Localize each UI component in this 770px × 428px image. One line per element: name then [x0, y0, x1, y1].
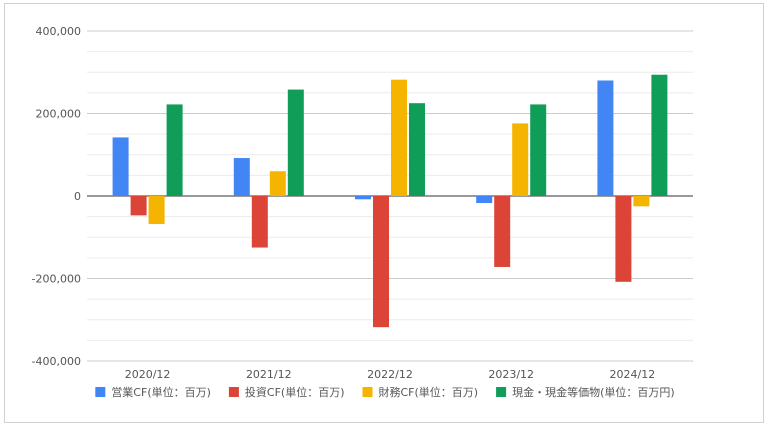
bar-3-2020-12[interactable]: [148, 196, 165, 225]
legend-swatch-3: [362, 387, 373, 397]
y-tick-label: 400,000: [36, 25, 82, 38]
chart-frame: 400,000 200,000 0 -200,000 -400,000 2020/12 20…: [4, 3, 764, 423]
bar-1-2023-12[interactable]: [476, 196, 493, 204]
bar-2-2021-12[interactable]: [251, 196, 268, 248]
x-tick-label: 2023/12: [488, 368, 534, 381]
bar-3-2021-12[interactable]: [269, 171, 286, 196]
legend-label-1[interactable]: 営業CF(単位：百万): [111, 385, 211, 399]
x-tick-label: 2022/12: [367, 368, 413, 381]
bar-layer: [112, 74, 668, 328]
x-tick-label: 2024/12: [610, 368, 656, 381]
x-tick-label: 2021/12: [246, 368, 292, 381]
legend: 営業CF(単位：百万) 投資CF(単位：百万) 財務CF(単位：百万) 現金・現金等価…: [95, 385, 675, 399]
y-tick-label: 200,000: [36, 108, 82, 121]
bar-2-2024-12[interactable]: [615, 196, 632, 282]
bar-4-2021-12[interactable]: [287, 89, 304, 196]
bar-2-2023-12[interactable]: [494, 196, 511, 267]
y-tick-label: 0: [74, 190, 81, 203]
legend-swatch-2: [228, 387, 239, 397]
cash-flow-bar-chart: 400,000 200,000 0 -200,000 -400,000 2020/12 20…: [32, 25, 693, 399]
bar-2-2020-12[interactable]: [130, 196, 147, 216]
grid-layer: [87, 30, 693, 362]
bar-2-2022-12[interactable]: [373, 196, 389, 328]
bar-4-2020-12[interactable]: [166, 104, 183, 196]
bar-3-2022-12[interactable]: [391, 79, 407, 196]
bar-4-2023-12[interactable]: [530, 104, 547, 196]
bar-1-2022-12[interactable]: [355, 196, 371, 200]
x-tick-label: 2020/12: [125, 368, 171, 381]
legend-label-3[interactable]: 財務CF(単位：百万): [379, 385, 479, 399]
bar-3-2024-12[interactable]: [633, 196, 650, 207]
bar-4-2022-12[interactable]: [409, 103, 425, 196]
y-tick-label: -400,000: [32, 355, 81, 368]
bar-3-2023-12[interactable]: [512, 123, 529, 196]
axis-layer: 400,000 200,000 0 -200,000 -400,000 2020/12 20…: [32, 25, 656, 381]
legend-label-2[interactable]: 投資CF(単位：百万): [245, 385, 345, 399]
legend-label-4[interactable]: 現金・現金等価物(単位：百万円): [512, 385, 675, 399]
bar-1-2020-12[interactable]: [112, 137, 129, 196]
bar-4-2024-12[interactable]: [651, 74, 668, 196]
legend-swatch-4: [496, 387, 507, 397]
legend-swatch-1: [95, 387, 106, 397]
bar-1-2024-12[interactable]: [597, 80, 614, 197]
bar-1-2021-12[interactable]: [233, 158, 250, 196]
y-tick-label: -200,000: [32, 273, 81, 286]
